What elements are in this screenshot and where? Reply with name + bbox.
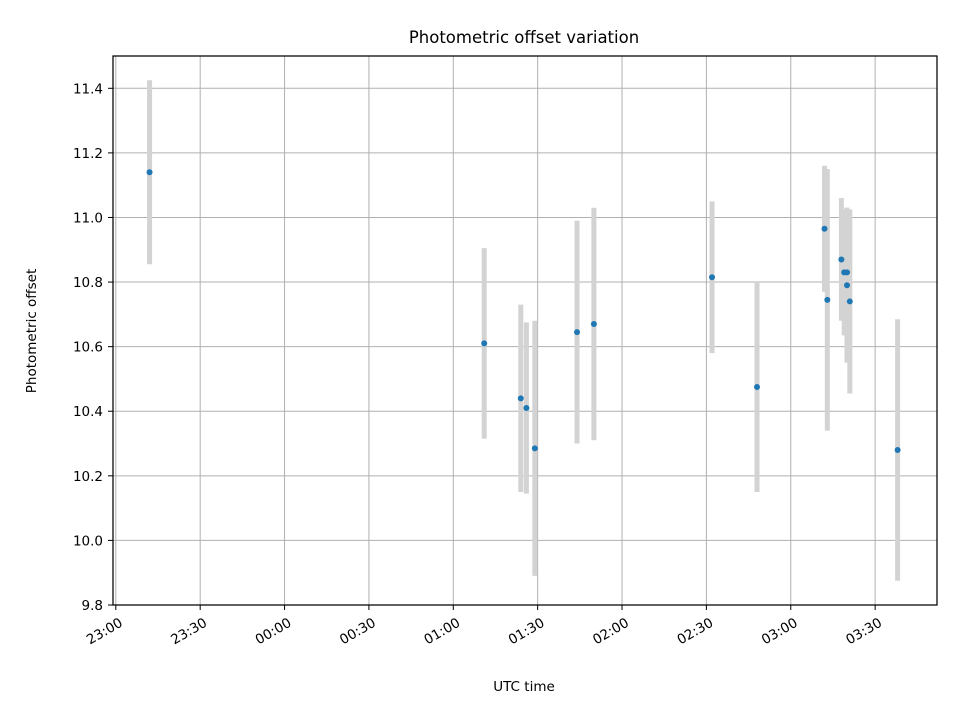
data-point [709,274,716,281]
data-point [846,298,853,305]
y-tick-label: 10.8 [73,275,103,291]
data-point [838,256,845,263]
data-points [146,169,901,453]
data-point [894,446,901,453]
data-point [146,169,153,176]
data-point [754,384,761,391]
data-point [523,405,530,412]
chart-title: Photometric offset variation [409,28,639,47]
data-point [481,340,488,347]
y-tick-label: 10.4 [73,404,103,420]
data-point [844,269,851,276]
y-tick-label: 11.2 [73,146,103,162]
data-point [821,225,828,232]
plot-frame [112,55,938,606]
data-point [844,282,851,289]
data-point [531,445,538,452]
y-tick-label: 10.2 [73,469,103,485]
y-axis-label: Photometric offset [24,269,40,393]
data-point [824,296,831,303]
y-tick-label: 10.6 [73,340,103,356]
y-tick-label: 11.0 [73,210,103,226]
data-point [574,329,581,336]
data-point [590,321,597,328]
x-axis-label: UTC time [493,679,555,695]
y-tick-label: 9.8 [82,598,103,614]
y-tick-label: 11.4 [73,81,103,97]
y-tick-label: 10.0 [73,533,103,549]
data-point [517,395,524,402]
